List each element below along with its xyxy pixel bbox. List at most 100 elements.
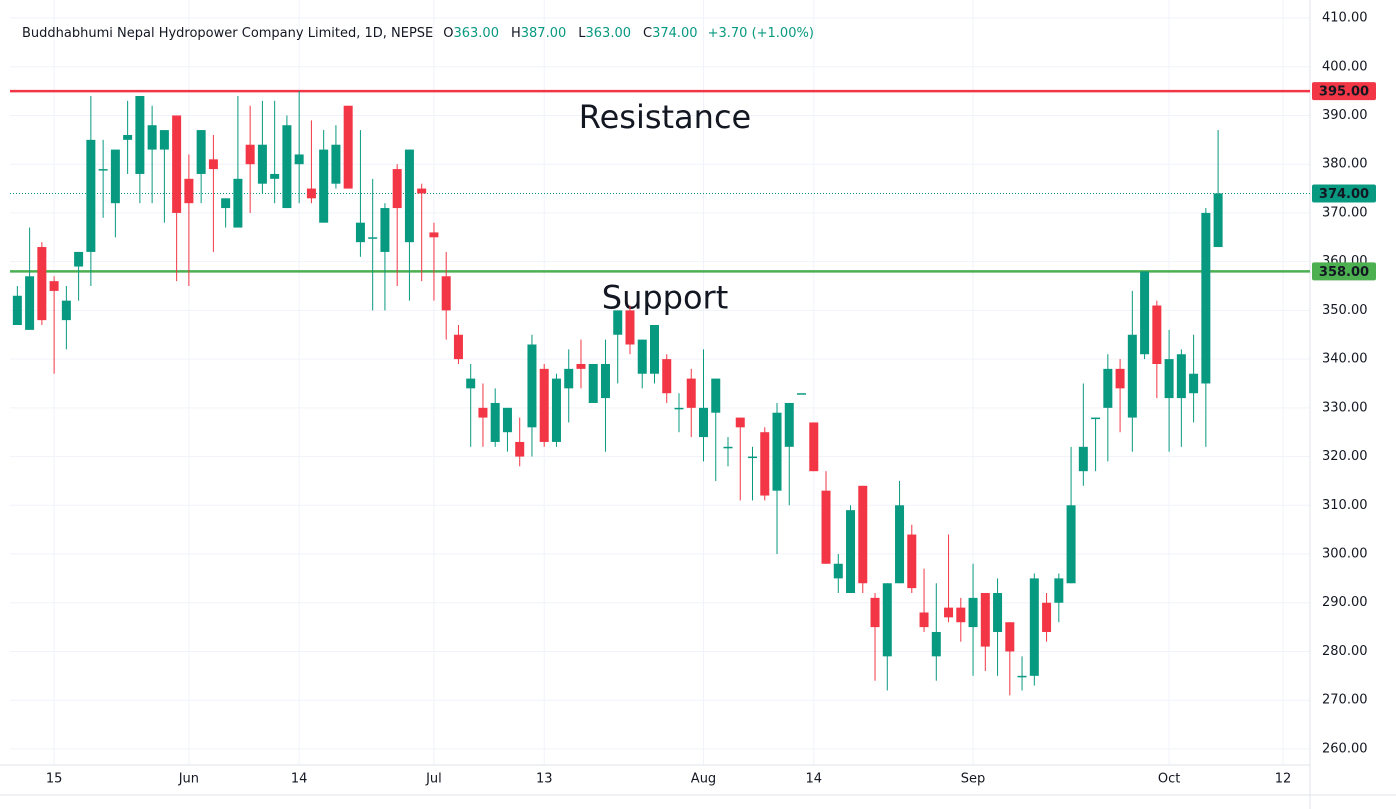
candle-body xyxy=(1091,417,1101,420)
ohlc-value: 387.00 xyxy=(521,26,567,41)
price-badge xyxy=(1312,262,1376,281)
candle-body xyxy=(760,432,770,496)
candle-body xyxy=(956,607,966,623)
candle-body xyxy=(1042,602,1052,632)
candle-body xyxy=(1189,373,1199,394)
candle-body xyxy=(490,402,500,442)
price-badge xyxy=(1312,82,1376,101)
candle-body xyxy=(1140,271,1150,355)
candle-body xyxy=(294,154,304,165)
candle-body xyxy=(1213,193,1223,248)
candle-body xyxy=(980,592,990,647)
candle-body xyxy=(600,363,610,399)
candle-body xyxy=(907,534,917,589)
candle-body xyxy=(1054,578,1064,603)
candle-body xyxy=(319,149,329,223)
candle-body xyxy=(735,417,745,428)
candle-body xyxy=(944,607,954,618)
candle-body xyxy=(931,631,941,657)
candle-body xyxy=(147,125,157,150)
candle-body xyxy=(392,169,402,209)
y-tick-label: 390.00 xyxy=(1322,108,1368,123)
candle-body xyxy=(86,139,96,252)
candle-body xyxy=(184,178,194,204)
candle-body xyxy=(625,310,635,345)
candle-body xyxy=(784,402,794,447)
candle-body xyxy=(895,505,905,584)
candle-body xyxy=(355,222,365,243)
candle-body xyxy=(270,173,280,179)
y-tick-label: 370.00 xyxy=(1322,205,1368,220)
y-tick-label: 310.00 xyxy=(1322,498,1368,513)
y-tick-label: 270.00 xyxy=(1322,693,1368,708)
candle-body xyxy=(98,169,108,171)
x-tick-label: Aug xyxy=(691,772,716,787)
candle-body xyxy=(833,563,843,579)
y-tick-label: 300.00 xyxy=(1322,547,1368,562)
x-tick-label: 14 xyxy=(805,772,822,787)
candle-body xyxy=(723,446,733,449)
candle-body xyxy=(1029,578,1039,676)
candle-body xyxy=(1152,305,1162,364)
x-tick-label: Sep xyxy=(961,772,986,787)
ohlc-key: O xyxy=(443,26,453,41)
change: +3.70 (+1.00%) xyxy=(708,26,814,41)
candle-body xyxy=(748,456,758,459)
candle-body xyxy=(1201,212,1211,384)
candle-body xyxy=(1176,354,1186,399)
x-tick-label: 14 xyxy=(291,772,308,787)
candle-body xyxy=(37,247,47,321)
candle-body xyxy=(25,276,35,330)
candle-body xyxy=(968,597,978,628)
level-annotation: Resistance xyxy=(579,98,751,136)
candle-body xyxy=(576,363,586,369)
y-tick-label: 340.00 xyxy=(1322,352,1368,367)
y-tick-label: 280.00 xyxy=(1322,644,1368,659)
ohlc-value: 374.00 xyxy=(652,26,698,41)
candle-body xyxy=(613,310,623,335)
candle-body xyxy=(417,188,427,194)
ohlc-key: H xyxy=(511,26,521,41)
ohlc-value: 363.00 xyxy=(453,26,499,41)
candle-body xyxy=(110,149,120,204)
price-badge-label: 374.00 xyxy=(1319,187,1369,202)
candle-body xyxy=(208,159,218,170)
candle-body xyxy=(1066,505,1076,584)
candle-body xyxy=(564,368,574,389)
candle-body xyxy=(245,144,255,165)
x-tick-label: Oct xyxy=(1158,772,1180,787)
candle-body xyxy=(441,276,451,311)
candle-body xyxy=(404,149,414,243)
candle-body xyxy=(993,592,1003,632)
candle-body xyxy=(527,344,537,428)
candle-body xyxy=(74,251,84,267)
candle-body xyxy=(1017,675,1027,678)
candle-body xyxy=(343,105,353,189)
price-badge xyxy=(1312,184,1376,203)
y-tick-label: 290.00 xyxy=(1322,595,1368,610)
candle-body xyxy=(870,597,880,628)
candle-body xyxy=(172,115,182,213)
candle-body xyxy=(331,144,341,184)
candle-body xyxy=(282,125,292,209)
header: Buddhabhumi Nepal Hydropower Company Lim… xyxy=(22,26,814,41)
ohlc-value: 363.00 xyxy=(586,26,632,41)
candle-body xyxy=(1005,622,1015,652)
x-tick-label: 15 xyxy=(46,772,63,787)
x-tick-label: 13 xyxy=(536,772,553,787)
y-tick-label: 330.00 xyxy=(1322,400,1368,415)
candle-body xyxy=(453,334,463,360)
candle-body xyxy=(698,407,708,438)
candle-body xyxy=(686,378,696,408)
candle-body xyxy=(882,583,892,657)
ohlc-key: L xyxy=(578,26,586,41)
price-badge-label: 358.00 xyxy=(1319,265,1369,280)
candle-body xyxy=(221,198,231,209)
candle-body xyxy=(159,130,169,150)
candle-body xyxy=(123,134,133,140)
x-tick-label: Jun xyxy=(178,772,199,787)
ohlc-key: C xyxy=(643,26,652,41)
candle-body xyxy=(539,368,549,442)
